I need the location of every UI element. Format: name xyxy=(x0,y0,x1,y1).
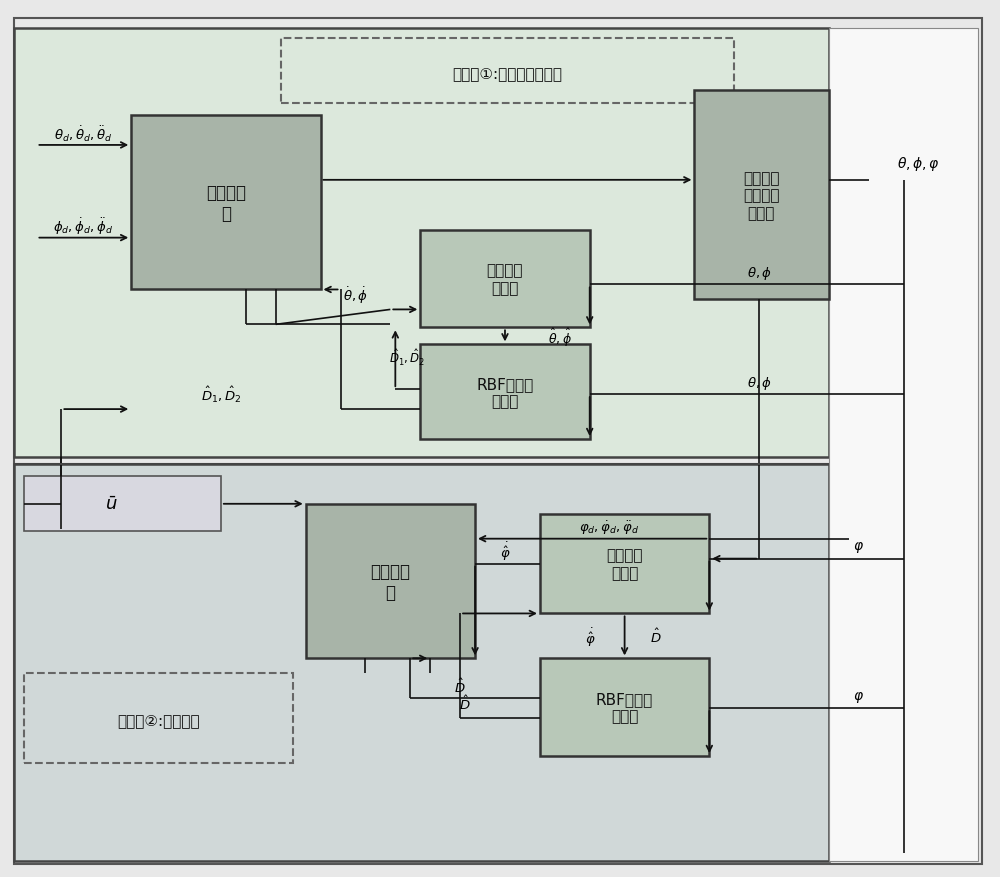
Bar xyxy=(24,476,221,531)
Text: 反步控制
器: 反步控制 器 xyxy=(206,184,246,223)
Text: $\theta,\phi$: $\theta,\phi$ xyxy=(747,374,772,391)
Bar xyxy=(24,674,293,763)
Text: 子系统②:偏航通道: 子系统②:偏航通道 xyxy=(117,713,199,728)
Text: $\dot{\hat{\varphi}}$: $\dot{\hat{\varphi}}$ xyxy=(500,539,510,562)
Bar xyxy=(540,659,709,756)
Bar xyxy=(829,29,978,860)
Text: $\dot{\theta},\dot{\phi}$: $\dot{\theta},\dot{\phi}$ xyxy=(343,285,368,305)
Text: $\varphi$: $\varphi$ xyxy=(853,689,864,704)
Bar xyxy=(281,39,734,104)
Bar xyxy=(540,514,709,614)
Bar xyxy=(14,465,829,860)
Text: $\hat{\theta},\hat{\phi}$: $\hat{\theta},\hat{\phi}$ xyxy=(548,327,572,349)
Text: $\hat{D}_1,\hat{D}_2$: $\hat{D}_1,\hat{D}_2$ xyxy=(389,348,425,367)
Text: 扩维状态
观测器: 扩维状态 观测器 xyxy=(487,263,523,296)
Text: 扩维状态
观测器: 扩维状态 观测器 xyxy=(606,548,643,581)
Text: $\hat{D}_1,\hat{D}_2$: $\hat{D}_1,\hat{D}_2$ xyxy=(201,385,241,405)
Bar xyxy=(14,29,829,458)
Text: $\hat{D}$: $\hat{D}$ xyxy=(650,628,661,645)
Text: $\hat{D}$: $\hat{D}$ xyxy=(454,677,466,695)
Bar xyxy=(420,345,590,439)
Bar xyxy=(694,91,829,300)
Text: $\dot{\hat{\varphi}}$: $\dot{\hat{\varphi}}$ xyxy=(585,625,596,648)
Text: $\theta_d,\dot{\theta}_d,\ddot{\theta}_d$: $\theta_d,\dot{\theta}_d,\ddot{\theta}_d… xyxy=(54,124,113,144)
Bar xyxy=(131,116,321,290)
Text: 子系统①:俯仰和滚转通道: 子系统①:俯仰和滚转通道 xyxy=(452,66,562,81)
Text: 三自由度
模型直升
机模型: 三自由度 模型直升 机模型 xyxy=(743,171,779,220)
Text: $\phi_d,\dot{\phi}_d,\ddot{\phi}_d$: $\phi_d,\dot{\phi}_d,\ddot{\phi}_d$ xyxy=(53,216,114,237)
Text: $\hat{D}$: $\hat{D}$ xyxy=(459,695,471,712)
Text: $\varphi_d,\dot{\varphi}_d,\ddot{\varphi}_d$: $\varphi_d,\dot{\varphi}_d,\ddot{\varphi… xyxy=(579,518,640,536)
Bar xyxy=(306,504,475,659)
Text: RBF神经网
络逼近: RBF神经网 络逼近 xyxy=(596,691,653,724)
Bar xyxy=(420,231,590,328)
Text: $\theta,\phi$: $\theta,\phi$ xyxy=(747,265,772,282)
Text: 反步控制
器: 反步控制 器 xyxy=(370,562,410,602)
Text: $\bar{u}$: $\bar{u}$ xyxy=(105,496,118,513)
Text: $\varphi$: $\varphi$ xyxy=(853,539,864,554)
Text: $\theta,\phi,\varphi$: $\theta,\phi,\varphi$ xyxy=(897,154,940,173)
Text: RBF神经网
络逼近: RBF神经网 络逼近 xyxy=(476,376,534,409)
